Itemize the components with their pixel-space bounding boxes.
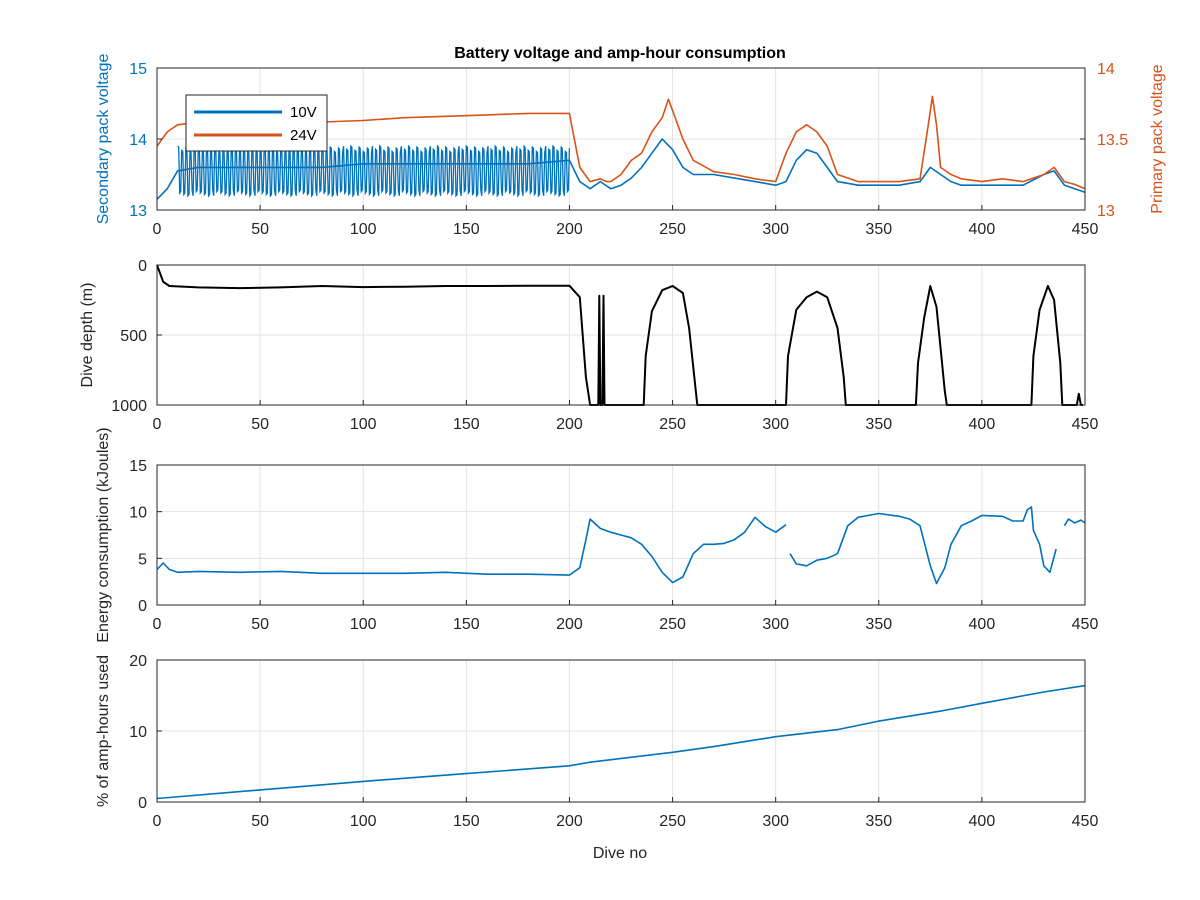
y-tick-label: 5	[138, 551, 147, 568]
panel-3: 0 50 100 150 200 250 300 350 400 450 0 5 10 15 Energy …	[95, 427, 1098, 642]
x-tick-label: 250	[659, 416, 686, 433]
series-line-p4-1	[156, 684, 1086, 800]
x-tick-label: 200	[556, 221, 583, 238]
x-tick-label: 350	[865, 616, 892, 633]
x-tick-label: 0	[153, 221, 162, 238]
x-tick-label: 100	[350, 616, 377, 633]
x-tick-label: 450	[1072, 813, 1099, 830]
x-tick-label: 200	[556, 416, 583, 433]
chart-panels: 0 50 100 150 200 250 300 350 400 450131415Seconda…	[79, 54, 1166, 830]
series-10V-oscillation	[177, 144, 571, 198]
x-tick-label: 350	[865, 416, 892, 433]
y-tick-label: 15	[129, 458, 147, 475]
x-tick-label: 150	[453, 813, 480, 830]
x-tick-label: 250	[659, 813, 686, 830]
y-tick-label: 500	[120, 328, 147, 345]
x-tick-label: 0	[153, 416, 162, 433]
y-right-tick-label: 14	[1097, 61, 1115, 78]
y-tick-label: 13	[129, 203, 147, 220]
x-tick-label: 0	[153, 616, 162, 633]
y-tick-label: 0	[138, 258, 147, 275]
x-tick-label: 150	[453, 616, 480, 633]
x-tick-label: 450	[1072, 221, 1099, 238]
x-tick-label: 300	[762, 416, 789, 433]
legend-box	[185, 94, 328, 152]
x-tick-label: 400	[969, 416, 996, 433]
x-tick-label: 50	[251, 416, 269, 433]
x-tick-label: 350	[865, 221, 892, 238]
y-tick-label: 10	[129, 724, 147, 741]
legend-label: 10V	[290, 104, 317, 121]
x-tick-label: 50	[251, 616, 269, 633]
x-tick-label: 150	[453, 416, 480, 433]
series-line-p3-3	[1063, 518, 1086, 527]
y-tick-label: 14	[129, 132, 147, 149]
x-tick-label: 450	[1072, 416, 1099, 433]
y-tick-label: 0	[138, 598, 147, 615]
x-tick-label: 300	[762, 813, 789, 830]
y-tick-label: 15	[129, 61, 147, 78]
x-tick-label: 200	[556, 813, 583, 830]
y-tick-label: 0	[138, 795, 147, 812]
x-tick-label: 100	[350, 813, 377, 830]
y-right-tick-label: 13	[1097, 203, 1115, 220]
x-tick-label: 400	[969, 813, 996, 830]
series-line-p3-1	[156, 516, 787, 584]
chart-title: Battery voltage and amp-hour consumption	[454, 45, 786, 62]
y-tick-label: 10	[129, 505, 147, 522]
y-axis-label: % of amp-hours used	[95, 655, 112, 807]
y-tick-label: 1000	[111, 398, 147, 415]
x-tick-label: 100	[350, 416, 377, 433]
x-tick-label: 400	[969, 616, 996, 633]
x-tick-label: 350	[865, 813, 892, 830]
x-tick-label: 300	[762, 221, 789, 238]
y-right-tick-label: 13.5	[1097, 132, 1128, 149]
x-tick-label: 100	[350, 221, 377, 238]
x-tick-label: 50	[251, 813, 269, 830]
x-tick-label: 50	[251, 221, 269, 238]
x-tick-label: 250	[659, 221, 686, 238]
y-axis-label: Dive depth (m)	[79, 283, 96, 388]
y-tick-label: 20	[129, 653, 147, 670]
panel-2: 0 50 100 150 200 250 300 350 400 450 0 500 1000 Dive …	[79, 258, 1098, 433]
x-tick-label: 400	[969, 221, 996, 238]
x-tick-label: 150	[453, 221, 480, 238]
y-axis-label: Energy consumption (kJoules)	[95, 427, 112, 642]
y-axis-label: Secondary pack voltage	[95, 54, 112, 225]
x-tick-label: 0	[153, 813, 162, 830]
series-line-10V	[156, 138, 1086, 200]
x-tick-label: 450	[1072, 616, 1099, 633]
panel-1: 0 50 100 150 200 250 300 350 400 450131415Seconda…	[95, 54, 1166, 238]
x-axis-label: Dive no	[593, 845, 647, 862]
x-tick-label: 300	[762, 616, 789, 633]
axes-box	[156, 464, 1086, 606]
series-line-p3-2	[789, 506, 1057, 585]
panel-4: 0 50 100 150 200 250 300 350 400 450 0 10 20 % of amp…	[95, 653, 1098, 830]
x-tick-label: 200	[556, 616, 583, 633]
y-right-axis-label: Primary pack voltage	[1149, 64, 1166, 213]
series-line-24V	[156, 95, 1086, 190]
x-tick-label: 250	[659, 616, 686, 633]
legend-label: 24V	[290, 127, 317, 144]
